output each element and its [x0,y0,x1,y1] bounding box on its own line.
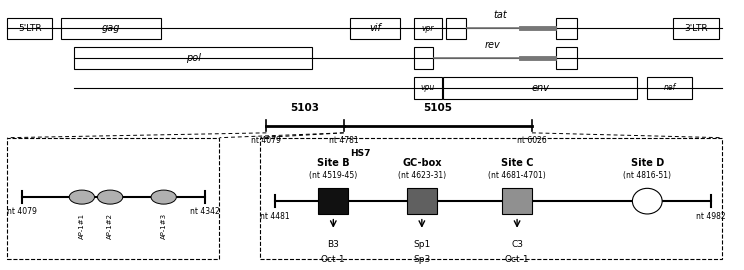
Text: nt 4781: nt 4781 [329,136,359,145]
Text: nef: nef [664,83,676,92]
Ellipse shape [69,190,94,204]
Ellipse shape [151,190,176,204]
Bar [260,138,722,259]
Text: Sp3: Sp3 [413,255,431,264]
Bar [407,188,437,214]
Bar [350,18,400,39]
Ellipse shape [97,190,123,204]
Bar [7,138,219,259]
Text: vpr: vpr [422,24,434,33]
Text: env: env [531,83,549,93]
Text: Site D: Site D [631,158,664,168]
Bar [673,18,719,39]
Ellipse shape [632,188,662,214]
Text: (nt 4519-45): (nt 4519-45) [310,171,357,180]
Text: C3: C3 [511,240,523,249]
Bar [556,18,577,39]
Bar [414,77,442,99]
Text: tat: tat [493,10,507,21]
Bar [414,47,433,69]
Text: nt 4342: nt 4342 [190,207,219,216]
Text: nt 4079: nt 4079 [7,207,37,216]
Text: rev: rev [484,40,501,50]
Text: nt 4481: nt 4481 [260,212,290,221]
Bar [74,47,312,69]
Bar [443,77,637,99]
Bar [446,18,466,39]
Text: Oct-1: Oct-1 [321,255,346,264]
Text: vif: vif [369,23,381,33]
Text: nt 6026: nt 6026 [517,136,547,145]
Text: HS7: HS7 [350,148,371,157]
Text: (nt 4816-51): (nt 4816-51) [623,171,671,180]
Text: GC-box: GC-box [402,158,442,168]
Text: AP-1#3: AP-1#3 [161,213,167,239]
Text: nt 4079: nt 4079 [251,136,281,145]
Bar [647,77,692,99]
Text: 5'LTR: 5'LTR [18,24,42,33]
Bar [61,18,161,39]
Text: Oct-1: Oct-1 [504,255,530,264]
Text: 5103: 5103 [291,103,319,113]
Bar [318,188,348,214]
Bar [556,47,577,69]
Text: AP-1#1: AP-1#1 [79,213,85,239]
Bar [502,188,532,214]
Bar [7,18,52,39]
Text: Sp1: Sp1 [413,240,431,249]
Text: B3: B3 [327,240,339,249]
Text: Site B: Site B [317,158,350,168]
Text: 5105: 5105 [423,103,452,113]
Text: 3'LTR: 3'LTR [684,24,708,33]
Text: vpu: vpu [420,83,435,92]
Text: (nt 4623-31): (nt 4623-31) [398,171,446,180]
Text: AP-1#2: AP-1#2 [107,213,113,239]
Bar [414,18,442,39]
Text: (nt 4681-4701): (nt 4681-4701) [488,171,546,180]
Text: Site C: Site C [501,158,533,168]
Text: nt 4982: nt 4982 [696,212,725,221]
Text: pol: pol [186,53,201,63]
Text: gag: gag [102,23,121,33]
